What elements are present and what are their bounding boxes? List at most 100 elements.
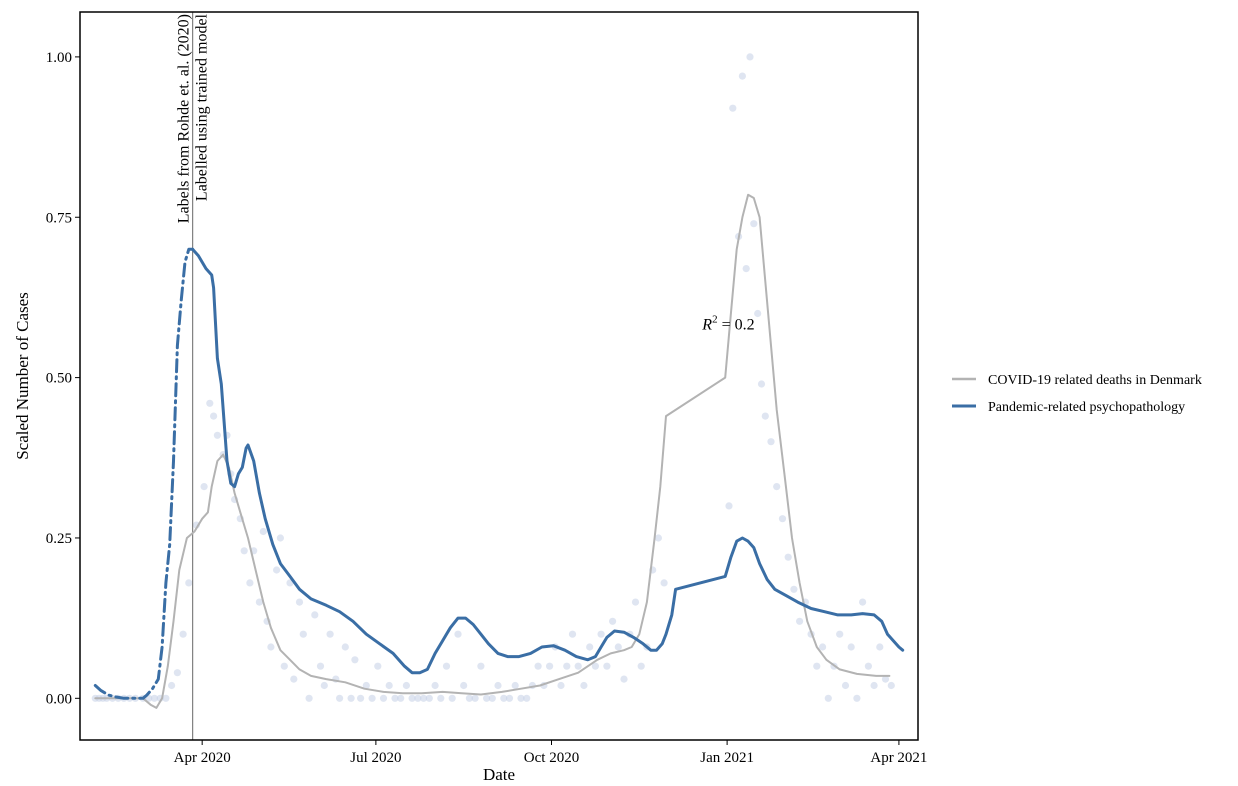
scatter-point bbox=[437, 694, 445, 702]
series-line-1 bbox=[191, 247, 905, 675]
scatter-point bbox=[563, 662, 571, 670]
scatter-point bbox=[273, 566, 281, 574]
scatter-point bbox=[425, 694, 433, 702]
scatter-point bbox=[853, 694, 861, 702]
scatter-point bbox=[778, 515, 787, 523]
scatter-point bbox=[546, 662, 554, 670]
scatter-point bbox=[213, 431, 221, 439]
scatter-point bbox=[557, 681, 565, 690]
x-axis: Apr 2020 Jul 2020 Oct 2020 Jan 2021 Apr 2021 bbox=[174, 740, 927, 766]
scatter-point bbox=[420, 694, 428, 702]
scatter-point bbox=[568, 630, 577, 638]
scatter-point bbox=[517, 694, 525, 702]
scatter-point bbox=[391, 694, 399, 702]
x-tick-label: Oct 2020 bbox=[524, 750, 579, 766]
scatter-point bbox=[290, 675, 298, 683]
series-line-2 bbox=[93, 247, 195, 700]
scatter-point bbox=[351, 656, 359, 664]
scatter-point bbox=[295, 598, 304, 606]
y-tick-label: 0.50 bbox=[46, 371, 72, 387]
scatter-point bbox=[259, 527, 267, 536]
scatter-layer bbox=[91, 53, 895, 702]
scatter-point bbox=[299, 630, 307, 638]
vline-label-rohde: Labels from Rohde et. al. (2020) bbox=[176, 14, 193, 223]
scatter-point bbox=[267, 643, 275, 651]
x-tick-label: Apr 2021 bbox=[870, 750, 927, 766]
scatter-point bbox=[402, 681, 410, 690]
scatter-point bbox=[631, 598, 640, 606]
scatter-point bbox=[414, 694, 422, 702]
scatter-point bbox=[368, 694, 376, 702]
scatter-point bbox=[305, 694, 313, 702]
legend: COVID-19 related deaths in Denmark Pande… bbox=[952, 373, 1202, 415]
scatter-point bbox=[362, 681, 370, 690]
scatter-point bbox=[887, 681, 895, 690]
scatter-point bbox=[742, 265, 750, 273]
series-line-0 bbox=[94, 193, 891, 709]
scatter-point bbox=[206, 399, 214, 407]
scatter-point bbox=[876, 643, 884, 651]
vline-label-trained-model: Labelled using trained model bbox=[194, 13, 211, 201]
scatter-point bbox=[819, 643, 827, 651]
scatter-point bbox=[326, 630, 334, 638]
scatter-point bbox=[374, 662, 382, 670]
scatter-point bbox=[836, 630, 844, 638]
scatter-point bbox=[150, 694, 158, 702]
scatter-point bbox=[316, 662, 325, 670]
y-tick-label: 0.25 bbox=[46, 531, 72, 547]
scatter-point bbox=[813, 662, 821, 670]
scatter-point bbox=[168, 681, 176, 690]
scatter-point bbox=[580, 681, 588, 690]
scatter-point bbox=[534, 662, 542, 670]
x-tick-label: Jul 2020 bbox=[350, 750, 401, 766]
scatter-point bbox=[483, 694, 491, 702]
scatter-point bbox=[773, 483, 781, 491]
scatter-point bbox=[523, 694, 531, 702]
scatter-point bbox=[505, 694, 514, 702]
r-value: = 0.2 bbox=[718, 317, 755, 334]
r-superscript: 2 bbox=[712, 314, 718, 326]
scatter-point bbox=[408, 694, 416, 702]
scatter-point bbox=[738, 72, 747, 80]
scatter-point bbox=[597, 630, 605, 638]
scatter-point bbox=[591, 662, 600, 670]
scatter-point bbox=[336, 694, 344, 702]
scatter-point bbox=[757, 380, 766, 388]
y-tick-label: 0.75 bbox=[46, 210, 72, 226]
scatter-point bbox=[761, 412, 769, 420]
scatter-point bbox=[824, 694, 832, 702]
scatter-point bbox=[859, 598, 867, 606]
scatter-point bbox=[397, 694, 405, 702]
scatter-point bbox=[881, 675, 890, 683]
scatter-point bbox=[796, 617, 804, 625]
scatter-point bbox=[784, 553, 792, 561]
r-squared-annotation: R2 = 0.2 bbox=[701, 314, 754, 334]
scatter-point bbox=[385, 681, 393, 690]
scatter-point bbox=[654, 534, 663, 542]
scatter-point bbox=[162, 694, 170, 702]
x-axis-title: Date bbox=[483, 765, 515, 784]
scatter-point bbox=[357, 694, 365, 702]
scatter-point bbox=[746, 53, 754, 61]
scatter-point bbox=[471, 694, 479, 702]
scatter-point bbox=[276, 534, 284, 542]
scatter-point bbox=[341, 643, 349, 651]
scatter-point bbox=[614, 643, 622, 651]
plot-frame bbox=[79, 11, 919, 741]
r-symbol: R bbox=[701, 317, 712, 334]
scatter-point bbox=[754, 309, 762, 318]
scatter-point bbox=[767, 438, 775, 446]
scatter-point bbox=[347, 694, 355, 702]
scatter-point bbox=[320, 681, 328, 690]
line-layer bbox=[93, 193, 905, 709]
scatter-point bbox=[185, 579, 193, 587]
scatter-point bbox=[790, 585, 798, 593]
scatter-point bbox=[280, 662, 288, 670]
scatter-point bbox=[847, 643, 855, 651]
y-tick-label: 0.00 bbox=[46, 691, 72, 707]
legend-label-psychopathology: Pandemic-related psychopathology bbox=[988, 400, 1185, 415]
x-tick-label: Apr 2020 bbox=[174, 750, 231, 766]
scatter-point bbox=[210, 412, 218, 420]
scatter-point bbox=[603, 662, 611, 670]
